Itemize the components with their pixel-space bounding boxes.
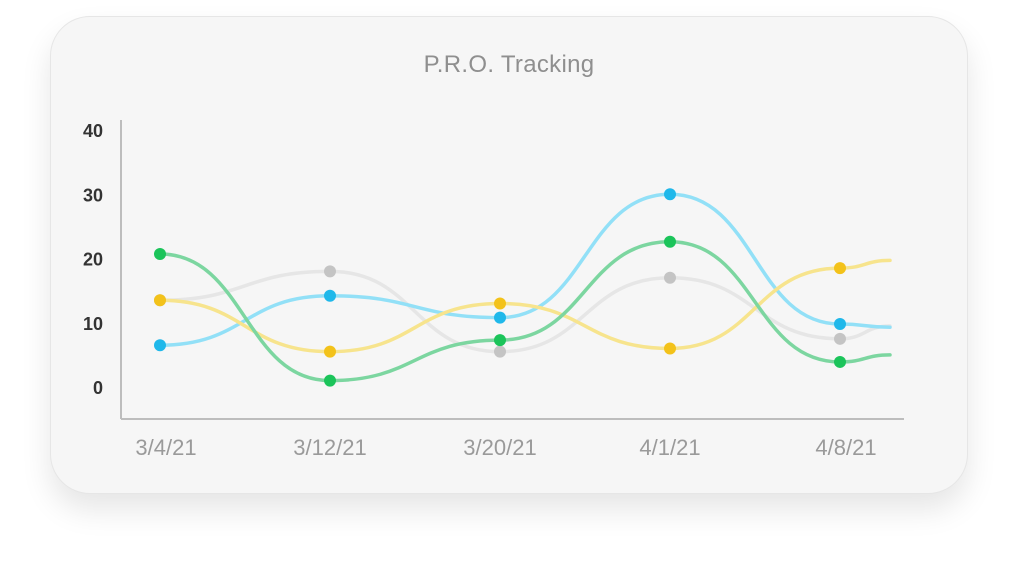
series-point-3 [664, 342, 676, 355]
series-point-4 [154, 248, 166, 261]
x-tick-label: 3/20/21 [463, 435, 536, 460]
chart-title: P.R.O. Tracking [423, 51, 595, 78]
series-point-1 [834, 332, 846, 345]
series-point-2 [494, 311, 506, 324]
x-tick-label: 3/4/21 [135, 435, 196, 460]
series-point-4 [324, 374, 336, 387]
series-point-1 [664, 271, 676, 284]
series-points [154, 188, 846, 387]
series-point-2 [664, 188, 676, 201]
tick-labels: 0 10 20 30 40 3/4/21 3/12/21 3/20/21 4/1/21 4/8/2… [83, 121, 877, 460]
series-point-3 [324, 345, 336, 358]
series-point-1 [324, 265, 336, 278]
series-point-3 [154, 294, 166, 307]
series-line-4 [158, 240, 892, 383]
y-tick-label: 30 [83, 185, 103, 205]
series-line-3 [158, 258, 892, 354]
x-tick-label: 3/12/21 [293, 435, 366, 460]
series-lines [158, 192, 892, 383]
series-point-4 [664, 235, 676, 248]
x-tick-label: 4/1/21 [639, 435, 700, 460]
chart-card: P.R.O. Tracking [50, 16, 968, 494]
series-point-4 [834, 355, 846, 368]
y-tick-label: 40 [83, 121, 103, 141]
axes [120, 120, 904, 420]
x-tick-label: 4/8/21 [815, 435, 876, 460]
series-point-3 [834, 262, 846, 275]
series-point-3 [494, 297, 506, 310]
series-point-2 [154, 339, 166, 352]
y-tick-label: 0 [93, 378, 103, 398]
y-tick-label: 10 [83, 314, 103, 334]
y-tick-label: 20 [83, 250, 103, 270]
series-line-2 [158, 192, 892, 347]
series-point-1 [494, 345, 506, 358]
series-point-2 [324, 289, 336, 302]
series-point-2 [834, 318, 846, 331]
series-line-1 [158, 269, 892, 354]
series-point-4 [494, 334, 506, 347]
